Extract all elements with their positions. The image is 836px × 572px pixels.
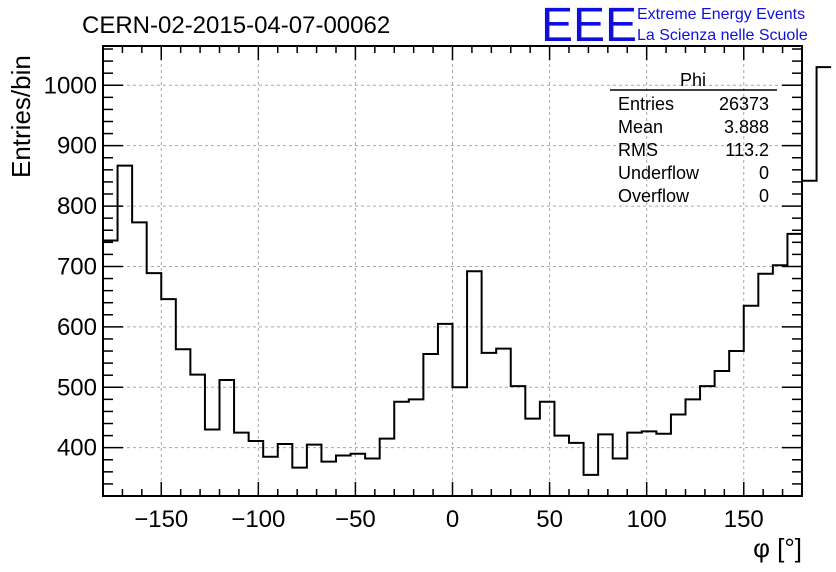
- x-tick-label: 100: [627, 506, 667, 533]
- tick-labels: −150 −100 −50 0 50 100 150 400 500 600 700 800 900 10…: [44, 72, 764, 533]
- stats-row-value: 3.888: [724, 117, 769, 137]
- stats-box: Phi Entries 26373 Mean 3.888 RMS 113.2 Underfl…: [610, 70, 777, 206]
- x-tick-label: −100: [231, 506, 285, 533]
- y-tick-label: 1000: [44, 72, 97, 99]
- stats-row-value: 113.2: [725, 140, 769, 160]
- y-tick-label: 400: [57, 435, 97, 462]
- stats-row-value: 0: [759, 186, 769, 206]
- stats-row-label: RMS: [618, 140, 658, 160]
- y-tick-label: 500: [57, 374, 97, 401]
- x-tick-label: −150: [134, 506, 188, 533]
- stats-row-value: 26373: [719, 94, 769, 114]
- histogram-outline: [103, 66, 832, 476]
- logo-line-2: La Scienza nelle Scuole: [637, 27, 808, 44]
- y-tick-label: 600: [57, 314, 97, 341]
- stats-row-label: Underflow: [618, 163, 700, 183]
- y-tick-label: 900: [57, 133, 97, 160]
- axis-ticks: [102, 46, 803, 496]
- logo-line-1: Extreme Energy Events: [637, 6, 805, 23]
- chart-title: CERN-02-2015-04-07-00062: [82, 12, 390, 39]
- stats-row-label: Overflow: [618, 186, 690, 206]
- x-tick-label: 150: [724, 506, 764, 533]
- eee-logo: EEE Extreme Energy Events La Scienza nel…: [541, 0, 808, 52]
- logo-mark: EEE: [541, 0, 637, 52]
- stats-name: Phi: [680, 70, 706, 90]
- y-tick-label: 700: [57, 253, 97, 280]
- x-tick-label: 50: [536, 506, 563, 533]
- y-tick-label: 800: [57, 193, 97, 220]
- grid-group: [103, 46, 802, 496]
- stats-rows: Entries 26373 Mean 3.888 RMS 113.2 Underflow 0 O…: [618, 94, 769, 206]
- stats-row-label: Mean: [618, 117, 663, 137]
- x-axis-label: φ [°]: [753, 533, 802, 563]
- stats-row-label: Entries: [618, 94, 674, 114]
- stats-row-value: 0: [759, 163, 769, 183]
- x-tick-label: −50: [335, 506, 376, 533]
- x-tick-label: 0: [446, 506, 459, 533]
- y-axis-label: Entries/bin: [6, 55, 36, 178]
